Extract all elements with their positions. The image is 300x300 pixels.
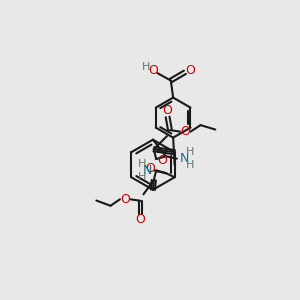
Text: H: H (186, 147, 194, 157)
Text: O: O (148, 64, 158, 77)
Text: H: H (138, 159, 146, 169)
Text: O: O (158, 154, 168, 167)
Text: N: N (143, 164, 152, 177)
Text: O: O (163, 104, 172, 118)
Text: O: O (185, 64, 195, 77)
Text: H: H (186, 160, 194, 170)
Text: H: H (138, 172, 146, 182)
Text: O: O (180, 125, 190, 138)
Text: O: O (120, 193, 130, 206)
Text: O: O (136, 213, 146, 226)
Text: N: N (179, 152, 189, 165)
Text: O: O (145, 162, 155, 176)
Text: H: H (142, 62, 151, 72)
